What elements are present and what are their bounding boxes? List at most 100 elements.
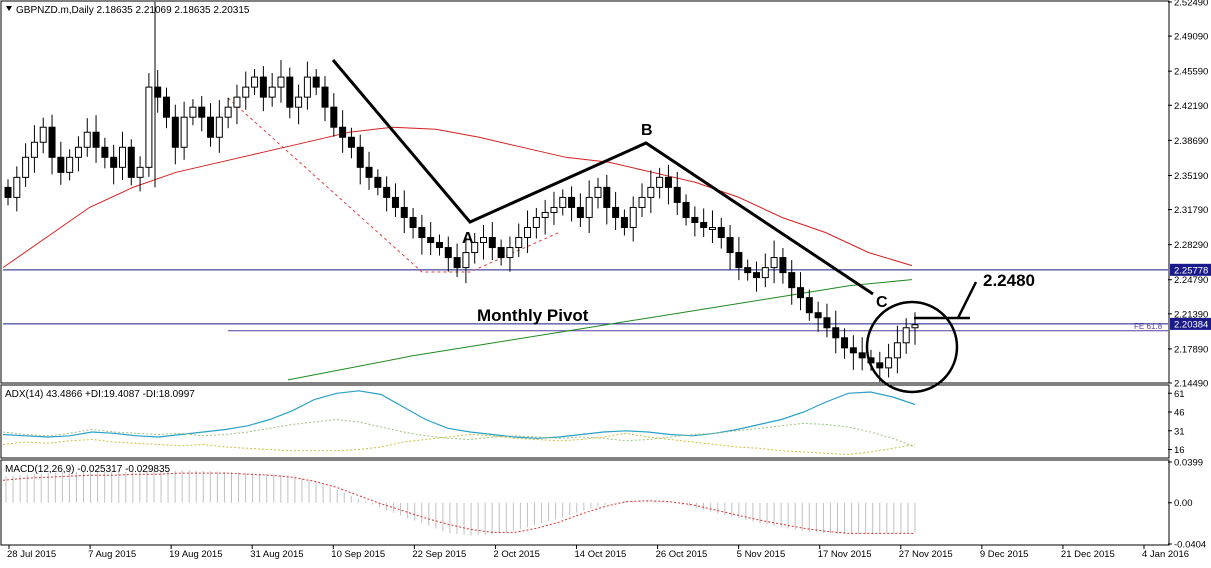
candle-body[interactable] (374, 176, 382, 188)
candle-body[interactable] (664, 176, 672, 188)
candle-body[interactable] (13, 176, 21, 198)
candle-body[interactable] (224, 106, 232, 118)
candle-body[interactable] (339, 126, 347, 138)
candle-body[interactable] (207, 116, 215, 138)
candle-body[interactable] (717, 226, 725, 239)
candle-body[interactable] (277, 76, 285, 88)
candle-body[interactable] (110, 156, 118, 168)
highlight-circle[interactable] (865, 300, 959, 394)
candle-body[interactable] (259, 76, 267, 98)
candle-body[interactable] (118, 146, 126, 168)
candle-body[interactable] (568, 196, 576, 208)
candle-body[interactable] (242, 86, 250, 98)
candle-body[interactable] (700, 221, 708, 228)
candle-body[interactable] (57, 156, 65, 173)
moving-average-slow-line[interactable] (287, 279, 913, 381)
candle-body[interactable] (620, 216, 628, 228)
candle-body[interactable] (893, 342, 901, 359)
candle-body[interactable] (752, 272, 760, 279)
candle-body[interactable] (127, 146, 135, 178)
abc-pattern-line[interactable] (331, 59, 874, 296)
candle-body[interactable] (4, 186, 12, 198)
candle-body[interactable] (559, 196, 567, 208)
candle-body[interactable] (321, 86, 329, 108)
candle-body[interactable] (48, 126, 56, 158)
candle-body[interactable] (92, 131, 100, 148)
macd-panel[interactable] (2, 470, 916, 536)
candle-body[interactable] (691, 216, 699, 223)
candle-body[interactable] (594, 186, 602, 198)
candle-body[interactable] (585, 196, 593, 218)
candle-body[interactable] (295, 96, 303, 108)
candle-body[interactable] (876, 362, 884, 369)
candle-body[interactable] (524, 226, 532, 239)
di-minus-line[interactable] (2, 418, 916, 448)
candle-body[interactable] (761, 267, 769, 279)
candle-body[interactable] (303, 76, 311, 98)
candle-body[interactable] (506, 247, 514, 259)
candle-body[interactable] (356, 146, 364, 168)
candle-body[interactable] (154, 86, 162, 98)
candle-body[interactable] (136, 166, 144, 178)
di-plus-line[interactable] (2, 432, 916, 456)
candle-body[interactable] (22, 156, 30, 178)
candle-body[interactable] (74, 146, 82, 158)
pattern-dotted-line[interactable] (227, 97, 561, 273)
candle-body[interactable] (576, 206, 584, 218)
adx-panel[interactable] (2, 390, 916, 456)
candle-body[interactable] (180, 116, 188, 148)
candle-body[interactable] (515, 237, 523, 249)
candle-body[interactable] (497, 247, 505, 259)
candle-body[interactable] (391, 196, 399, 208)
candle-body[interactable] (814, 312, 822, 319)
candle-body[interactable] (902, 327, 910, 344)
candle-body[interactable] (39, 126, 47, 143)
collapse-triangle-icon[interactable] (6, 6, 12, 11)
candle-body[interactable] (656, 176, 664, 188)
candle-body[interactable] (612, 206, 620, 218)
candle-body[interactable] (418, 226, 426, 239)
candle-body[interactable] (735, 252, 743, 269)
candle-body[interactable] (638, 196, 646, 208)
candle-body[interactable] (744, 267, 752, 274)
candle-body[interactable] (629, 206, 637, 228)
candle-body[interactable] (480, 237, 488, 244)
candle-body[interactable] (83, 131, 91, 148)
candle-body[interactable] (823, 317, 831, 329)
candle-body[interactable] (858, 352, 866, 359)
candle-body[interactable] (541, 211, 549, 218)
candle-body[interactable] (251, 76, 259, 88)
candle-body[interactable] (885, 357, 893, 369)
candle-body[interactable] (471, 242, 479, 254)
candle-body[interactable] (726, 237, 734, 254)
candle-body[interactable] (488, 237, 496, 249)
price-panel[interactable]: FE 61.8 (2, 1, 1168, 382)
target-pointer-line[interactable] (914, 281, 978, 320)
candle-body[interactable] (805, 297, 813, 314)
candle-body[interactable] (347, 136, 355, 148)
candle-body[interactable] (189, 106, 197, 118)
candle-body[interactable] (797, 287, 805, 299)
candle-body[interactable] (779, 257, 787, 274)
candle-body[interactable] (145, 86, 153, 168)
candle-body[interactable] (286, 76, 294, 108)
macd-signal-line[interactable] (2, 472, 915, 534)
candle-body[interactable] (198, 106, 206, 118)
candle-body[interactable] (30, 141, 38, 158)
candle-body[interactable] (330, 106, 338, 128)
candle-body[interactable] (911, 324, 919, 329)
candle-body[interactable] (647, 186, 655, 198)
candle-body[interactable] (101, 146, 109, 158)
candle-body[interactable] (400, 206, 408, 218)
candle-body[interactable] (682, 201, 690, 218)
candle-body[interactable] (788, 272, 796, 289)
candle-body[interactable] (603, 186, 611, 208)
candle-body[interactable] (215, 116, 223, 138)
candle-body[interactable] (427, 237, 435, 244)
candle-body[interactable] (770, 257, 778, 269)
candle-body[interactable] (832, 327, 840, 339)
candle-body[interactable] (312, 76, 320, 88)
candle-body[interactable] (171, 116, 179, 148)
candle-body[interactable] (233, 96, 241, 108)
candle-body[interactable] (550, 206, 558, 213)
